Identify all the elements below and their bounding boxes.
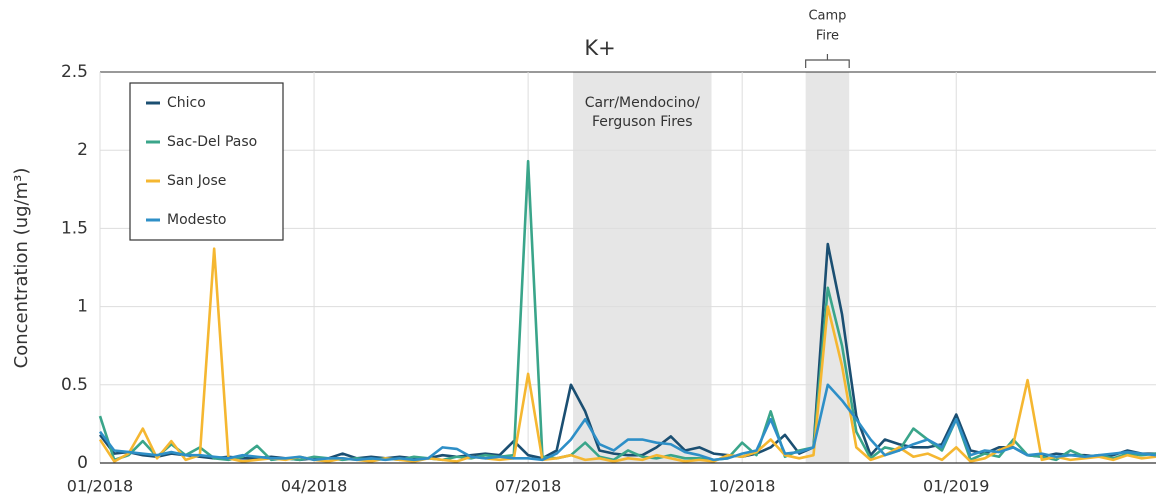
region-label: Ferguson Fires	[592, 114, 693, 130]
legend-label: Modesto	[167, 212, 227, 228]
y-tick-label: 2.5	[61, 62, 88, 82]
region-label: Carr/Mendocino/	[585, 95, 700, 111]
legend-label: San Jose	[167, 173, 226, 189]
x-tick-label: 01/2019	[923, 477, 989, 496]
foreground-layer: Carr/Mendocino/Ferguson Fires Camp Fire 0 0.…	[61, 9, 1156, 496]
y-tick-label: 1	[77, 297, 88, 317]
background-layer	[573, 72, 850, 463]
region-label: Fire	[816, 29, 839, 44]
legend-label: Chico	[167, 95, 206, 111]
legend-box	[129, 82, 284, 241]
legend-label: Sac-Del Paso	[167, 134, 257, 150]
grid-layer	[99, 71, 1156, 464]
event-region	[573, 72, 712, 463]
y-tick-label: 0.5	[61, 375, 88, 395]
y-axis-label: Concentration (ug/m³)	[11, 168, 32, 369]
x-tick-label: 07/2018	[495, 477, 561, 496]
y-tick-label: 0	[77, 453, 88, 473]
chart-title: K+	[584, 36, 615, 60]
y-tick-label: 1.5	[61, 218, 88, 238]
x-tick-label: 04/2018	[281, 477, 347, 496]
region-label: Camp	[808, 9, 846, 24]
y-tick-label: 2	[77, 140, 88, 160]
lines-layer	[98, 159, 1156, 463]
region-bracket	[805, 54, 850, 68]
legend: Chico Sac-Del Paso San Jose Modesto	[129, 82, 284, 241]
x-tick-label: 10/2018	[709, 477, 775, 496]
series-line	[98, 383, 1156, 462]
x-tick-label: 01/2018	[67, 477, 133, 496]
